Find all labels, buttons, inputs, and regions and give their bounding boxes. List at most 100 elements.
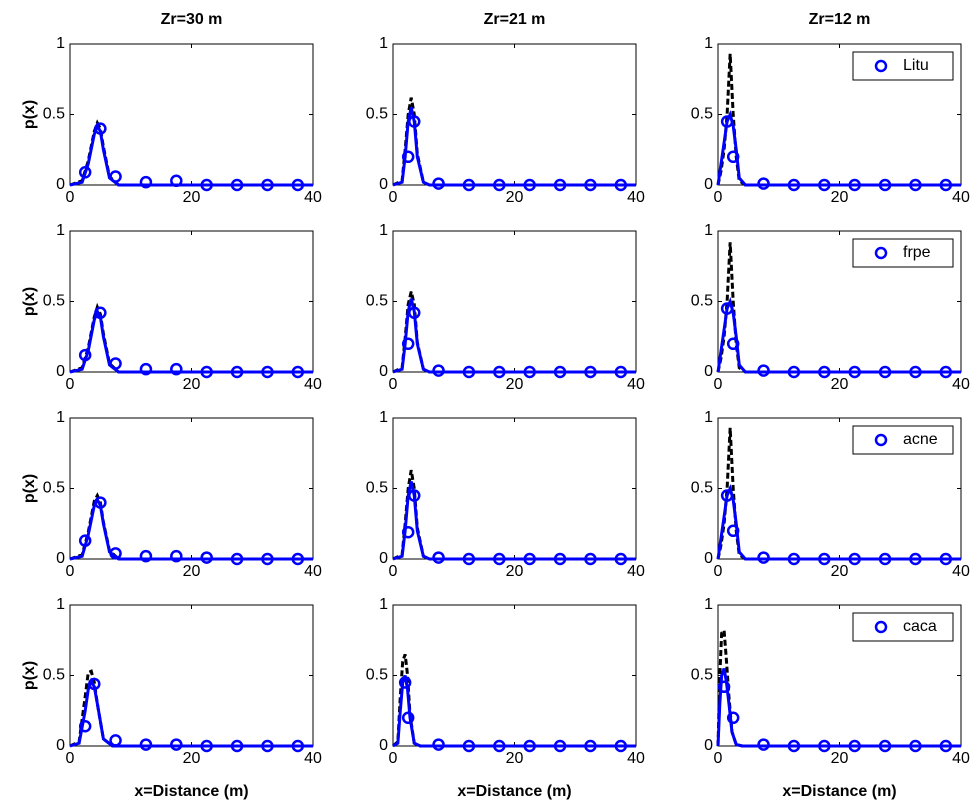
axes-box bbox=[69, 43, 314, 186]
x-axis-label: x=Distance (m) bbox=[457, 783, 571, 800]
y-axis-label: p(x) bbox=[21, 661, 38, 690]
data-point bbox=[878, 552, 892, 566]
y-tick-label: 1 bbox=[379, 222, 388, 239]
data-point bbox=[757, 364, 770, 377]
y-tick-label: 0.5 bbox=[366, 667, 388, 684]
data-point bbox=[720, 489, 734, 502]
data-point bbox=[94, 496, 107, 509]
x-tick-label: 40 bbox=[627, 189, 645, 206]
y-tick-label: 1 bbox=[379, 409, 388, 426]
y-tick-label: 1 bbox=[704, 409, 713, 426]
legend-box bbox=[852, 425, 954, 455]
data-point bbox=[726, 337, 740, 351]
legend-box bbox=[852, 51, 954, 81]
data-point bbox=[78, 720, 92, 733]
x-tick-label: 20 bbox=[831, 376, 849, 393]
data-point bbox=[261, 365, 274, 379]
data-point bbox=[848, 178, 861, 192]
curve bbox=[392, 291, 636, 374]
y-axis-label: p(x) bbox=[21, 100, 38, 129]
curve bbox=[392, 107, 636, 187]
data-point bbox=[878, 365, 892, 379]
data-point bbox=[757, 738, 770, 751]
data-point bbox=[939, 178, 953, 192]
y-tick-label: 0 bbox=[704, 550, 713, 567]
x-tick-label: 40 bbox=[952, 189, 970, 206]
data-point bbox=[291, 552, 305, 566]
y-tick-label: 1 bbox=[56, 596, 65, 613]
legend-label: caca bbox=[903, 618, 937, 635]
data-point bbox=[398, 676, 412, 689]
data-point bbox=[717, 680, 731, 694]
data-point bbox=[200, 551, 213, 564]
x-tick-label: 0 bbox=[389, 376, 398, 393]
data-point bbox=[493, 365, 506, 379]
data-point bbox=[909, 178, 922, 192]
data-point bbox=[261, 552, 274, 566]
data-point bbox=[462, 178, 476, 192]
data-point bbox=[401, 525, 415, 539]
x-tick-label: 40 bbox=[304, 189, 322, 206]
x-tick-label: 0 bbox=[389, 563, 398, 580]
y-tick-label: 0 bbox=[704, 363, 713, 380]
curve bbox=[392, 481, 636, 561]
data-point bbox=[261, 739, 274, 753]
x-tick-label: 0 bbox=[66, 750, 75, 767]
data-point bbox=[408, 489, 421, 502]
data-point bbox=[614, 365, 628, 379]
data-point bbox=[78, 534, 92, 547]
data-point bbox=[432, 177, 445, 190]
y-axis-label: p(x) bbox=[21, 474, 38, 503]
data-point bbox=[909, 365, 922, 379]
x-tick-label: 40 bbox=[304, 750, 322, 767]
x-tick-label: 0 bbox=[714, 189, 723, 206]
x-axis-label: x=Distance (m) bbox=[134, 783, 248, 800]
data-point bbox=[170, 174, 183, 188]
axes-box bbox=[392, 417, 637, 560]
data-point bbox=[757, 177, 770, 190]
data-point bbox=[523, 178, 536, 192]
subplot-title: Zr=21 m bbox=[484, 11, 546, 28]
data-point bbox=[493, 178, 506, 192]
x-tick-label: 20 bbox=[506, 189, 524, 206]
subplot-title: Zr=30 m bbox=[161, 11, 223, 28]
data-point bbox=[584, 365, 597, 379]
data-point bbox=[720, 115, 734, 128]
x-tick-label: 20 bbox=[831, 750, 849, 767]
y-tick-label: 0 bbox=[56, 737, 65, 754]
data-point bbox=[818, 739, 831, 753]
data-point bbox=[614, 178, 628, 192]
data-point bbox=[726, 150, 740, 164]
x-tick-label: 20 bbox=[831, 189, 849, 206]
data-point bbox=[109, 170, 122, 183]
y-tick-label: 0 bbox=[379, 737, 388, 754]
x-tick-label: 20 bbox=[831, 563, 849, 580]
y-tick-label: 0.5 bbox=[43, 106, 65, 123]
x-tick-label: 40 bbox=[952, 376, 970, 393]
data-point bbox=[493, 552, 506, 566]
data-point bbox=[230, 552, 244, 566]
data-point bbox=[493, 739, 506, 753]
data-point bbox=[109, 357, 122, 370]
data-point bbox=[523, 365, 536, 379]
x-tick-label: 0 bbox=[714, 750, 723, 767]
data-point bbox=[230, 365, 244, 379]
y-tick-label: 0 bbox=[379, 550, 388, 567]
legend-label: acne bbox=[903, 431, 938, 448]
x-tick-label: 20 bbox=[506, 376, 524, 393]
data-point bbox=[584, 552, 597, 566]
axes-box bbox=[392, 230, 637, 373]
y-tick-label: 1 bbox=[56, 409, 65, 426]
legend-label: frpe bbox=[903, 244, 931, 261]
data-point bbox=[408, 115, 421, 128]
legend-marker bbox=[874, 433, 888, 447]
data-point bbox=[170, 549, 183, 563]
data-point bbox=[109, 547, 122, 560]
y-tick-label: 0 bbox=[56, 176, 65, 193]
x-tick-label: 0 bbox=[66, 376, 75, 393]
data-point bbox=[939, 739, 953, 753]
data-point bbox=[462, 739, 476, 753]
data-point bbox=[170, 362, 183, 376]
x-tick-label: 0 bbox=[389, 750, 398, 767]
